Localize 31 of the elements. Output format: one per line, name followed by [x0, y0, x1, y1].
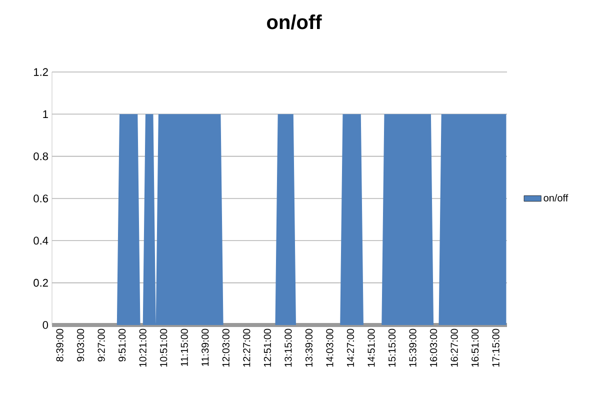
y-tick-label: 0 — [42, 321, 48, 329]
y-tick-label: 0.6 — [34, 194, 48, 202]
legend-label: on/off — [544, 194, 568, 202]
x-tick-label: 9:03:00 — [77, 328, 84, 362]
x-tick-label: 16:03:00 — [430, 328, 438, 367]
x-tick-label: 14:27:00 — [346, 328, 354, 367]
x-tick-label: 11:15:00 — [180, 328, 188, 366]
x-tick-label: 10:21:00 — [139, 328, 146, 367]
x-tick-label: 17:15:00 — [492, 328, 500, 367]
x-tick-label: 12:51:00 — [264, 328, 271, 367]
x-tick-label: 11:39:00 — [202, 328, 209, 366]
chart-title: on/off — [267, 14, 322, 30]
y-tick-label: 0.8 — [34, 152, 48, 160]
x-tick-label: 14:03:00 — [326, 328, 334, 367]
x-tick-label: 16:51:00 — [472, 328, 479, 367]
x-tick-label: 15:15:00 — [388, 328, 396, 367]
y-tick-label: 1 — [43, 110, 48, 118]
x-tick-label: 12:27:00 — [243, 328, 250, 367]
y-tick-label: 0.4 — [34, 236, 48, 245]
x-tick-label: 10:51:00 — [160, 328, 168, 367]
x-tick-label: 12:03:00 — [222, 328, 230, 367]
x-tick-label: 16:27:00 — [450, 328, 458, 367]
x-tick-label: 15:39:00 — [409, 328, 416, 367]
x-tick-label: 9:27:00 — [98, 328, 105, 362]
x-tick-label: 8:39:00 — [56, 328, 64, 362]
x-tick-label: 14:51:00 — [368, 328, 375, 367]
x-tick-label: 9:51:00 — [118, 328, 126, 362]
y-tick-label: 1.2 — [34, 68, 48, 76]
x-tick-label: 13:15:00 — [284, 328, 292, 367]
y-tick-label: 0.2 — [34, 278, 48, 287]
x-tick-label: 13:39:00 — [305, 328, 312, 367]
